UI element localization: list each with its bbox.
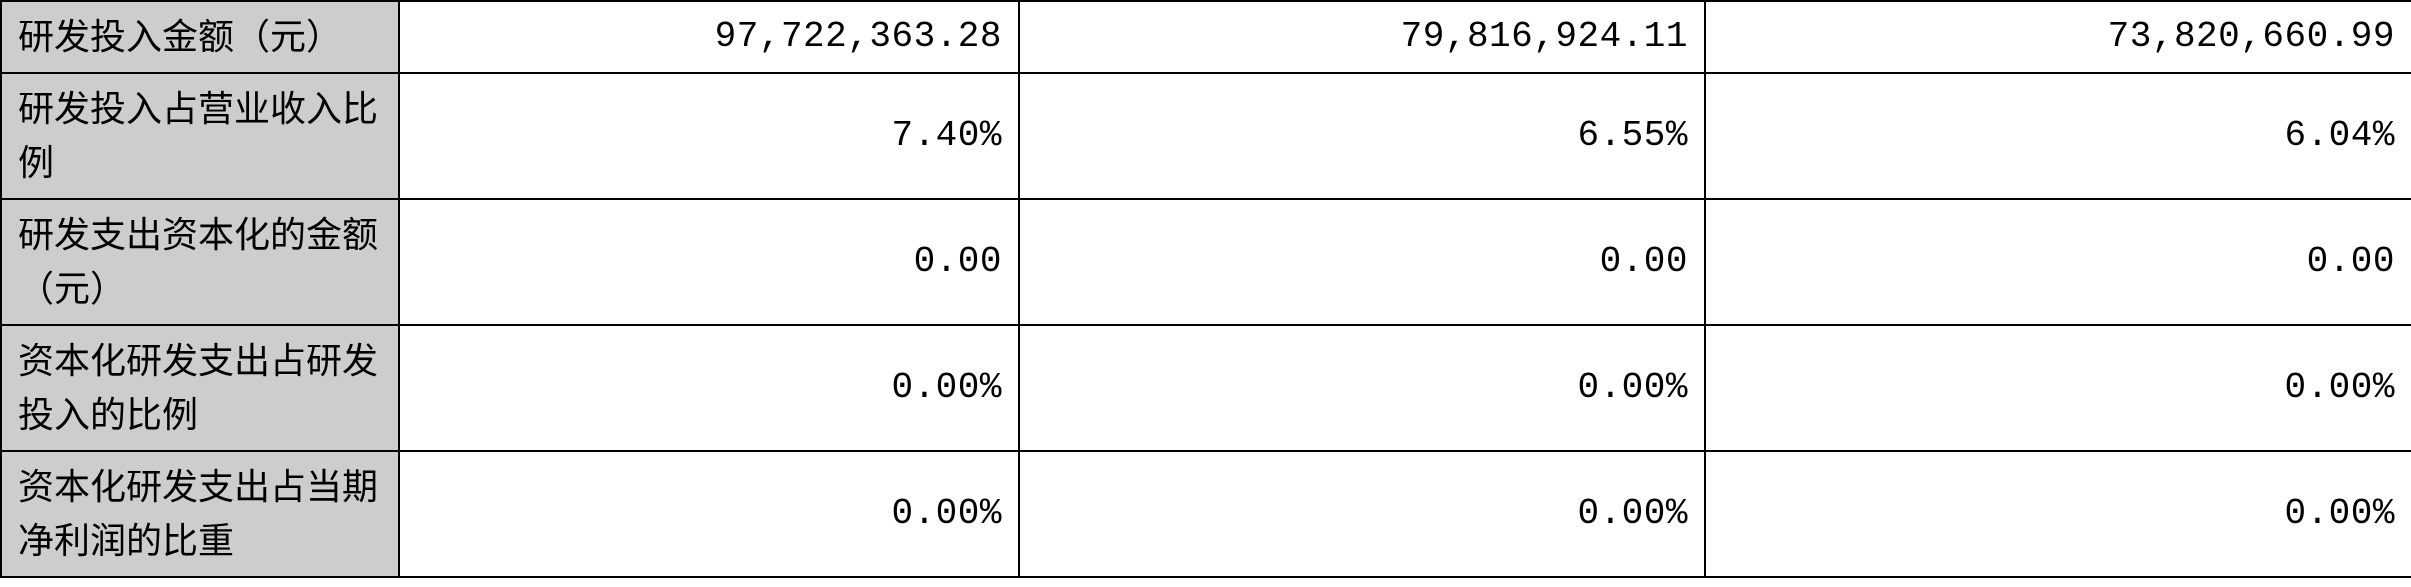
financial-table-container: 研发投入金额（元） 97,722,363.28 79,816,924.11 73… <box>0 0 2411 578</box>
table-row: 资本化研发支出占当期净利润的比重 0.00% 0.00% 0.00% <box>1 451 2411 577</box>
row-label: 研发支出资本化的金额（元） <box>1 199 399 325</box>
row-label: 研发投入占营业收入比例 <box>1 73 399 199</box>
row-value-2: 0.00 <box>1019 199 1705 325</box>
table-row: 资本化研发支出占研发投入的比例 0.00% 0.00% 0.00% <box>1 325 2411 451</box>
row-value-2: 79,816,924.11 <box>1019 1 1705 73</box>
row-value-1: 7.40% <box>399 73 1019 199</box>
row-value-3: 0.00% <box>1705 325 2411 451</box>
row-label: 研发投入金额（元） <box>1 1 399 73</box>
row-value-1: 0.00 <box>399 199 1019 325</box>
row-value-1: 0.00% <box>399 325 1019 451</box>
table-row: 研发投入金额（元） 97,722,363.28 79,816,924.11 73… <box>1 1 2411 73</box>
row-label: 资本化研发支出占当期净利润的比重 <box>1 451 399 577</box>
row-value-2: 0.00% <box>1019 451 1705 577</box>
row-label: 资本化研发支出占研发投入的比例 <box>1 325 399 451</box>
row-value-2: 6.55% <box>1019 73 1705 199</box>
financial-table: 研发投入金额（元） 97,722,363.28 79,816,924.11 73… <box>0 0 2411 578</box>
row-value-3: 0.00% <box>1705 451 2411 577</box>
table-row: 研发投入占营业收入比例 7.40% 6.55% 6.04% <box>1 73 2411 199</box>
row-value-3: 6.04% <box>1705 73 2411 199</box>
row-value-3: 73,820,660.99 <box>1705 1 2411 73</box>
row-value-1: 97,722,363.28 <box>399 1 1019 73</box>
row-value-2: 0.00% <box>1019 325 1705 451</box>
row-value-1: 0.00% <box>399 451 1019 577</box>
row-value-3: 0.00 <box>1705 199 2411 325</box>
table-row: 研发支出资本化的金额（元） 0.00 0.00 0.00 <box>1 199 2411 325</box>
table-body: 研发投入金额（元） 97,722,363.28 79,816,924.11 73… <box>1 1 2411 577</box>
